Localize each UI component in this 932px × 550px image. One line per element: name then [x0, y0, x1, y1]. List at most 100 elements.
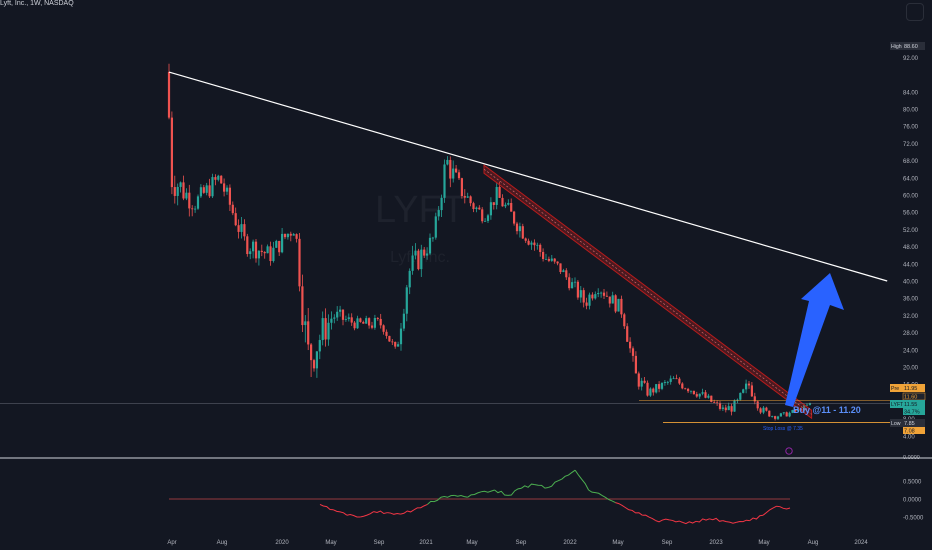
y-tick-label: 36.00: [903, 297, 919, 303]
candle-body: [228, 187, 231, 205]
candle-body: [568, 277, 571, 289]
candle: [582, 287, 585, 308]
candle-body: [481, 209, 484, 222]
candle-body: [753, 396, 756, 402]
candle-body: [779, 413, 782, 417]
candle-body: [243, 224, 246, 237]
candle: [466, 192, 469, 199]
candle: [704, 389, 707, 399]
candle-body: [681, 383, 684, 389]
x-tick-label: Sep: [516, 540, 527, 546]
y-tick-label: 92.00: [903, 56, 919, 62]
candle: [733, 399, 736, 412]
candle: [266, 244, 269, 254]
candle-body: [573, 281, 577, 283]
candle: [170, 111, 173, 195]
candle-body: [234, 213, 237, 226]
settings-square-icon[interactable]: [906, 3, 924, 21]
candle: [788, 411, 791, 418]
candle: [684, 387, 687, 390]
candle-body: [191, 208, 194, 210]
candle: [373, 314, 376, 330]
candle-body: [379, 318, 382, 326]
candle: [179, 181, 182, 193]
indicator-line-segment: [574, 469, 590, 491]
candle-body: [716, 402, 719, 404]
indicator-line-segment: [628, 509, 643, 516]
candle-body: [553, 258, 556, 262]
candle-body: [170, 117, 173, 188]
candle: [524, 237, 527, 243]
candle-body: [466, 196, 469, 198]
indicator-line-segment: [669, 519, 683, 523]
indicator-line-segment: [682, 520, 697, 525]
candle-body: [626, 326, 629, 342]
candle-body: [437, 210, 440, 217]
candle: [515, 221, 519, 235]
candle-body: [643, 380, 646, 383]
candle: [486, 213, 490, 224]
candle: [489, 197, 492, 220]
lyft-badge-label-bg: [890, 400, 903, 408]
candle-body: [298, 238, 301, 287]
candle: [176, 183, 179, 206]
candle-body: [208, 185, 211, 197]
candle-body: [176, 186, 179, 196]
candle-body: [602, 292, 606, 296]
candle: [263, 251, 266, 259]
marker-circle-icon[interactable]: [785, 447, 793, 455]
candle: [701, 388, 704, 396]
candle-body: [663, 381, 666, 383]
candle-body: [600, 292, 603, 294]
candle: [501, 194, 504, 207]
indicator-line-segment: [373, 510, 388, 515]
candle: [318, 334, 321, 360]
candle: [475, 206, 478, 213]
candle: [202, 184, 205, 194]
pct-badge: 34.7%: [903, 408, 925, 416]
candle: [536, 242, 539, 250]
candle: [771, 415, 774, 418]
candle: [356, 315, 359, 329]
candle-body: [341, 309, 345, 320]
candle: [211, 173, 214, 198]
low-badge: Low 7.85: [890, 419, 925, 427]
candle-body: [533, 242, 536, 246]
candle-body: [776, 416, 780, 419]
candle-body: [370, 325, 374, 328]
candle: [626, 323, 629, 342]
symbol-header[interactable]: Lyft, Inc., 1W, NASDAQ: [0, 0, 74, 7]
candle-body: [646, 382, 649, 396]
candle-body: [771, 416, 774, 417]
candle: [350, 313, 353, 326]
candle: [692, 390, 695, 395]
candle-body: [420, 249, 423, 270]
candle-body: [559, 263, 562, 273]
candle: [652, 387, 655, 396]
candle: [307, 308, 310, 351]
indicator-line-segment: [642, 514, 656, 522]
stop-badge-bg: [903, 427, 925, 434]
candle-body: [362, 321, 365, 324]
candle: [411, 245, 414, 275]
candle-body: [808, 402, 811, 405]
indicator-line-segment: [481, 489, 495, 493]
candle-body: [579, 290, 582, 298]
candle: [330, 311, 333, 330]
candle-body: [649, 388, 652, 396]
pre-badge-label: Pre: [891, 386, 899, 392]
candle: [504, 202, 507, 209]
candle-body: [695, 394, 698, 397]
candle-body: [571, 282, 574, 289]
candle: [634, 351, 637, 374]
candle: [344, 315, 347, 322]
y-tick-label: 4.00: [903, 434, 915, 440]
high-badge-value: 88.60: [904, 44, 918, 50]
candle: [191, 205, 194, 217]
candle: [434, 212, 437, 240]
candle: [478, 205, 481, 210]
x-tick-label: Apr: [167, 540, 176, 546]
candle: [298, 233, 301, 292]
candle-body: [684, 388, 687, 390]
